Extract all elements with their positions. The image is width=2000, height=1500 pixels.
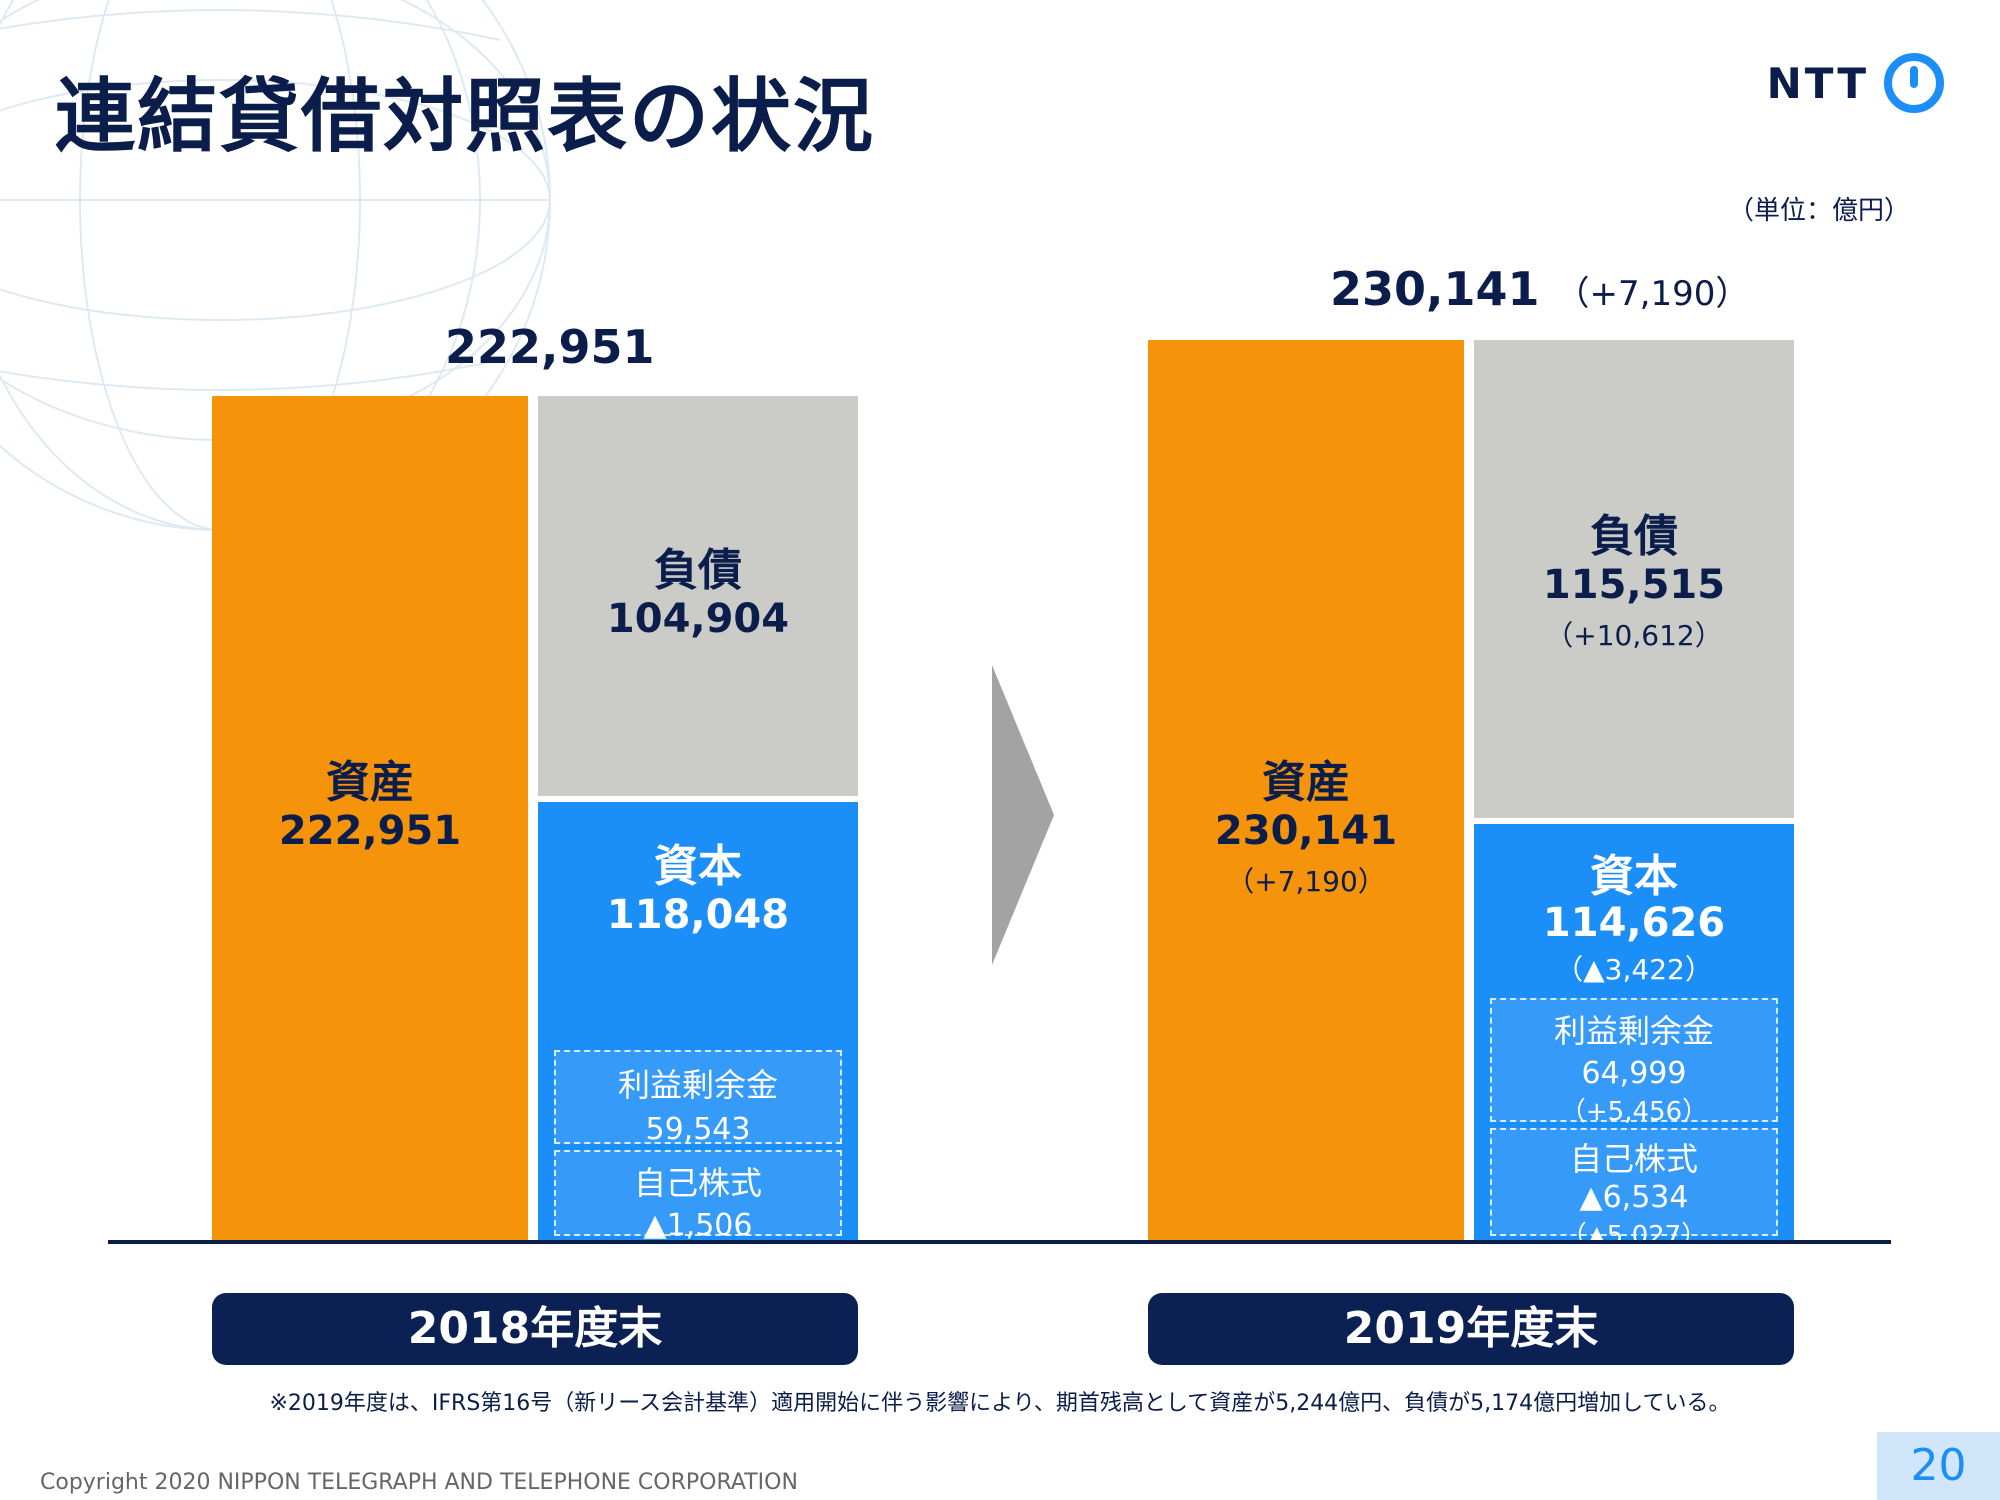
retained-2018-value: 59,543: [645, 1112, 751, 1147]
period-label-2019: 2019年度末: [1148, 1293, 1794, 1365]
assets-2018-label: 資産: [326, 757, 414, 808]
equity-2019-label: 資本: [1590, 851, 1678, 902]
retained-2019-value: 64,999: [1581, 1056, 1687, 1091]
liabilities-2019-label: 負債: [1590, 511, 1678, 562]
treasury-2019-change: （▲5,027）: [1560, 1221, 1708, 1251]
bar-equity-2019: 資本 114,626 （▲3,422）: [1474, 824, 1794, 1240]
equity-2019-value: 114,626: [1542, 900, 1726, 946]
treasury-stock-2018-box: 自己株式 ▲1,506: [554, 1150, 842, 1243]
liabilities-2019-value: 115,515: [1542, 562, 1726, 608]
period-label-2018: 2018年度末: [212, 1293, 858, 1365]
assets-2019-value: 230,141: [1214, 808, 1398, 854]
retained-2018-label: 利益剰余金: [617, 1066, 778, 1104]
liabilities-2018-label: 負債: [654, 545, 742, 596]
retained-earnings-2019-box: 利益剰余金 64,999 （+5,456）: [1490, 998, 1778, 1127]
retained-2019-label: 利益剰余金: [1553, 1012, 1714, 1050]
total-2019-value: 230,141: [1330, 262, 1540, 316]
treasury-2019-value: ▲6,534: [1579, 1180, 1689, 1215]
total-2018: 222,951: [445, 320, 655, 374]
liabilities-2018-value: 104,904: [606, 596, 790, 642]
chart-baseline: [108, 1240, 1891, 1244]
treasury-2018-label: 自己株式: [633, 1164, 762, 1202]
page-title: 連結貸借対照表の状況: [55, 70, 875, 163]
bar-liabilities-2018: 負債 104,904: [538, 396, 858, 796]
total-2019: 230,141 （+7,190）: [1330, 262, 1749, 316]
total-2019-change: （+7,190）: [1555, 274, 1750, 314]
treasury-2019-label: 自己株式: [1569, 1140, 1698, 1178]
arrow-right-icon: [992, 665, 1054, 965]
liabilities-2019-change: （+10,612）: [1545, 619, 1723, 652]
ntt-logo-icon: [1884, 53, 1944, 113]
assets-2018-value: 222,951: [278, 808, 462, 854]
assets-2019-change: （+7,190）: [1226, 865, 1386, 898]
treasury-stock-2019-box: 自己株式 ▲6,534 （▲5,027）: [1490, 1128, 1778, 1251]
bar-liabilities-2019: 負債 115,515 （+10,612）: [1474, 340, 1794, 818]
equity-2019-change: （▲3,422）: [1555, 953, 1713, 986]
bar-assets-2018: 資産 222,951: [212, 396, 528, 1240]
assets-2019-label: 資産: [1262, 757, 1350, 808]
logo-wordmark: NTT: [1766, 58, 1869, 108]
equity-2018-value: 118,048: [606, 892, 790, 938]
ntt-logo: NTT: [1767, 52, 1945, 114]
bar-assets-2019: 資産 230,141 （+7,190）: [1148, 340, 1464, 1240]
treasury-2018-value: ▲1,506: [643, 1208, 753, 1243]
copyright: Copyright 2020 NIPPON TELEGRAPH AND TELE…: [40, 1470, 798, 1495]
page-number: 20: [1877, 1432, 2000, 1500]
footnote: ※2019年度は、IFRS第16号（新リース会計基準）適用開始に伴う影響により、…: [269, 1391, 1731, 1416]
retained-2019-change: （+5,456）: [1559, 1097, 1709, 1127]
bar-equity-2018: 資本 118,048: [538, 802, 858, 1240]
total-2018-value: 222,951: [445, 320, 655, 374]
unit-label: （単位：億円）: [1727, 196, 1910, 226]
equity-2018-label: 資本: [654, 841, 742, 892]
retained-earnings-2018-box: 利益剰余金 59,543: [554, 1050, 842, 1147]
